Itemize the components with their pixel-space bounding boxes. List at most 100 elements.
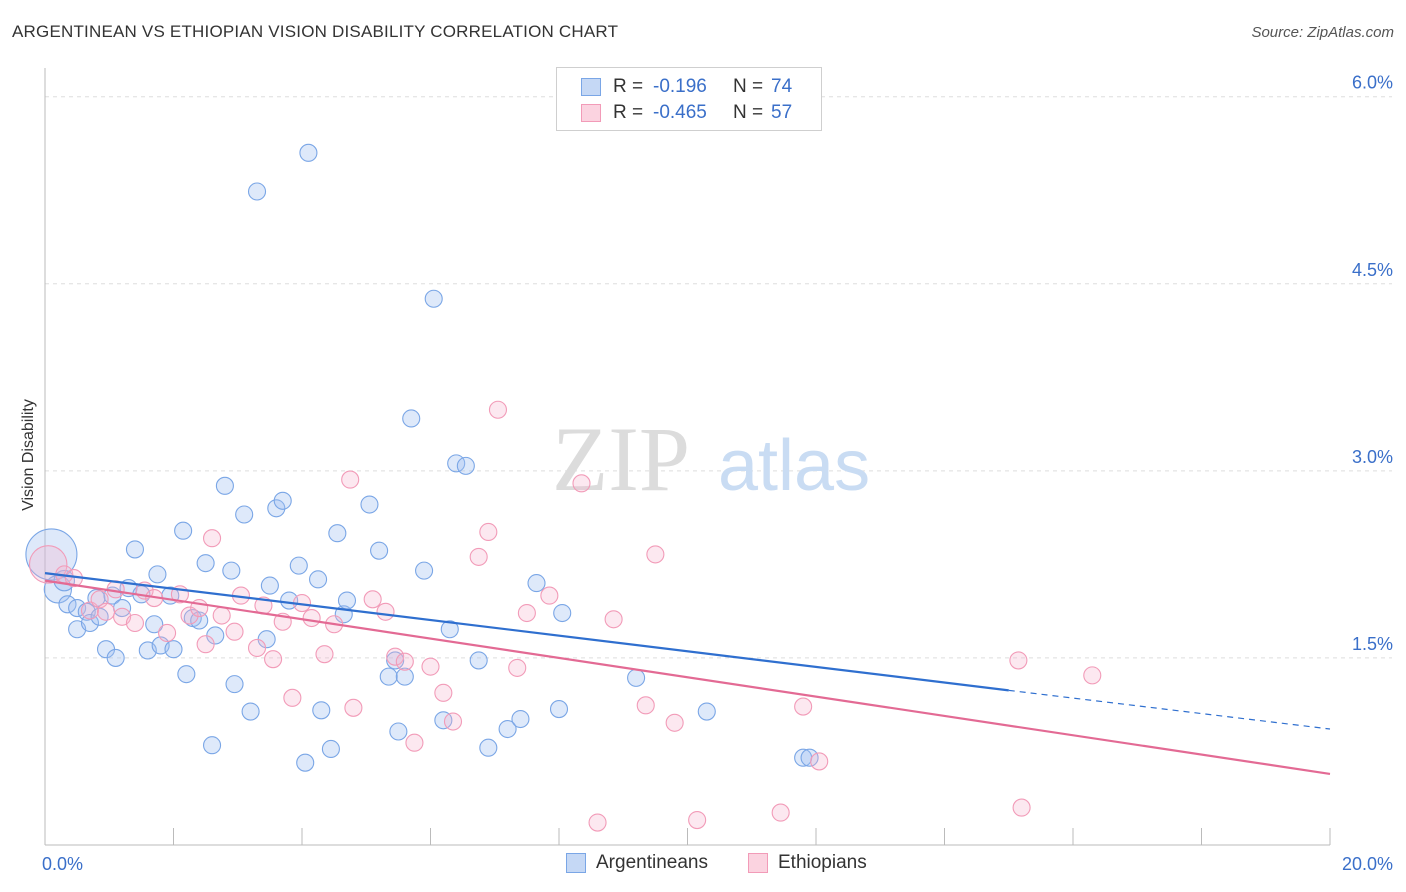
x-tick-label: 0.0% (42, 854, 83, 874)
legend-row-argentineans: R = -0.196 N = 74 (581, 75, 792, 99)
point-ethiopians (636, 696, 655, 715)
point-argentineans (289, 556, 308, 575)
legend-n-value: 57 (771, 102, 793, 123)
watermark: ZIP atlas (552, 408, 870, 510)
point-argentineans (456, 456, 475, 475)
y-tick-label: 1.5% (1352, 634, 1393, 654)
point-argentineans (299, 143, 318, 162)
point-ethiopians (225, 622, 244, 641)
point-ethiopians (810, 752, 829, 771)
gridlines (45, 96, 1392, 659)
point-argentineans (337, 591, 357, 610)
legend-label-argentineans: Argentineans (596, 852, 708, 873)
legend-swatch-argentineans (581, 78, 601, 96)
point-argentineans (25, 528, 78, 581)
watermark-zip: ZIP (552, 408, 690, 510)
point-argentineans (424, 289, 443, 308)
legend-item-argentineans: Argentineans (566, 852, 708, 874)
point-ethiopians (508, 658, 527, 677)
point-ethiopians (212, 606, 231, 625)
point-argentineans (196, 554, 215, 573)
legend-swatch-argentineans (566, 853, 586, 873)
point-argentineans (498, 719, 517, 739)
trend-lines (44, 572, 1331, 775)
point-ethiopians (588, 813, 607, 832)
point-argentineans (697, 702, 716, 721)
point-ethiopians (794, 697, 813, 716)
point-argentineans (309, 570, 328, 589)
point-ethiopians (315, 645, 334, 664)
legend-n-label: N = (733, 102, 764, 123)
point-argentineans (80, 613, 100, 633)
y-tick-label: 4.5% (1352, 260, 1393, 280)
point-ethiopians (665, 713, 684, 732)
point-argentineans (479, 738, 498, 757)
x-tick-label: 20.0% (1342, 854, 1393, 874)
legend-label-ethiopians: Ethiopians (778, 852, 867, 873)
point-ethiopians (646, 545, 665, 564)
legend-r-value: -0.465 (653, 102, 707, 123)
point-ethiopians (572, 474, 591, 493)
point-argentineans (527, 574, 546, 593)
point-argentineans (58, 595, 77, 614)
legend-row-ethiopians: R = -0.465 N = 57 (581, 101, 792, 125)
legend-r-label: R = (613, 76, 644, 97)
point-argentineans (627, 668, 646, 687)
point-argentineans (174, 521, 193, 540)
point-argentineans (549, 700, 569, 719)
point-ethiopians (363, 590, 382, 609)
point-ethiopians (1009, 651, 1028, 670)
point-ethiopians (247, 638, 267, 657)
chart-title: ARGENTINEAN VS ETHIOPIAN VISION DISABILI… (12, 22, 619, 41)
point-ethiopians (488, 400, 508, 419)
point-argentineans (203, 736, 222, 755)
point-argentineans (370, 541, 389, 560)
point-ethiopians (376, 602, 395, 621)
point-argentineans (328, 524, 347, 543)
point-ethiopians (405, 733, 424, 752)
legend-r-label: R = (613, 102, 644, 123)
point-ethiopians (688, 811, 707, 830)
point-ethiopians (443, 712, 463, 731)
point-argentineans (402, 409, 421, 428)
point-argentineans (267, 499, 286, 518)
point-argentineans (145, 615, 164, 634)
point-argentineans (247, 182, 267, 201)
data-points (25, 143, 1102, 832)
point-ethiopians (125, 613, 144, 633)
point-argentineans (296, 753, 315, 772)
point-argentineans (395, 667, 414, 686)
point-argentineans (106, 648, 125, 667)
point-ethiopians (1083, 666, 1102, 685)
point-ethiopians (283, 688, 302, 707)
point-ethiopians (604, 610, 623, 629)
point-argentineans (273, 491, 292, 510)
y-tick-label: 3.0% (1352, 447, 1393, 467)
point-ethiopians (158, 623, 177, 643)
point-ethiopians (479, 522, 498, 542)
legend-swatch-ethiopians (581, 104, 601, 122)
point-argentineans (260, 576, 279, 595)
point-argentineans (440, 620, 459, 639)
point-argentineans (148, 565, 167, 584)
point-argentineans (469, 651, 488, 670)
point-argentineans (225, 675, 244, 694)
point-argentineans (434, 711, 453, 730)
point-ethiopians (469, 547, 488, 566)
point-argentineans (389, 722, 408, 741)
point-argentineans (190, 611, 209, 630)
point-ethiopians (517, 603, 536, 623)
point-argentineans (312, 701, 331, 720)
point-ethiopians (434, 683, 453, 702)
point-ethiopians (540, 586, 559, 605)
watermark-atlas: atlas (718, 426, 870, 506)
point-argentineans (386, 651, 405, 670)
tick-labels: 1.5% 3.0% 4.5% 6.0% 0.0% 20.0% (42, 73, 1393, 874)
point-ethiopians (196, 635, 215, 654)
series-legend: Argentineans Ethiopians (0, 852, 1406, 878)
trend-line-extension-argentineans (1008, 689, 1331, 730)
point-argentineans (800, 748, 819, 767)
point-argentineans (321, 739, 340, 759)
legend-r-value: -0.196 (653, 76, 707, 97)
